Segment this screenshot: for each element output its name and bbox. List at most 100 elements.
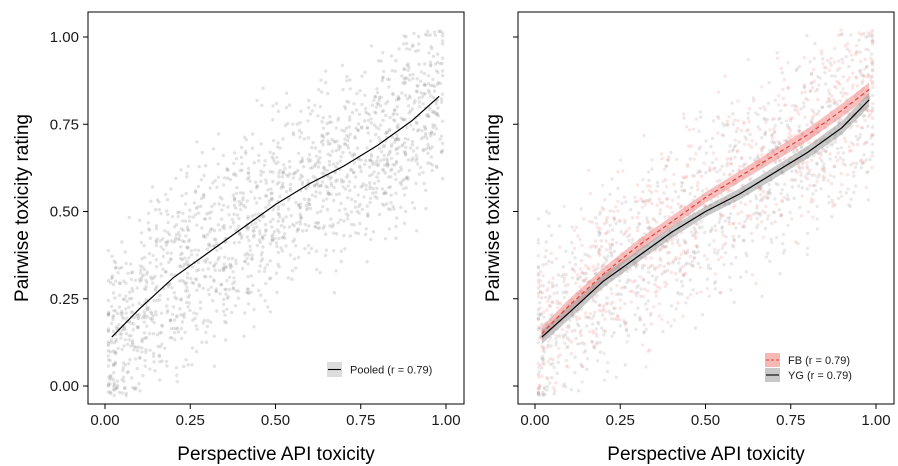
scatter-point xyxy=(380,187,385,191)
scatter-point xyxy=(348,115,352,119)
scatter-point xyxy=(307,224,311,228)
scatter-point xyxy=(633,195,637,200)
scatter-point xyxy=(422,92,426,96)
scatter-point xyxy=(803,115,807,120)
scatter-point xyxy=(815,179,819,184)
scatter-point xyxy=(353,136,357,140)
scatter-point xyxy=(710,160,715,165)
scatter-point xyxy=(255,184,259,188)
right-legend-label-fb: FB (r = 0.79) xyxy=(788,355,850,367)
scatter-point xyxy=(186,227,190,231)
scatter-point xyxy=(439,150,444,154)
scatter-point xyxy=(397,137,401,142)
scatter-point xyxy=(536,265,541,269)
scatter-point xyxy=(841,94,845,98)
scatter-point xyxy=(667,214,671,218)
scatter-point xyxy=(847,145,851,149)
scatter-point xyxy=(133,357,138,361)
scatter-point xyxy=(216,162,220,166)
scatter-point xyxy=(811,215,815,219)
scatter-point xyxy=(300,175,304,179)
scatter-point xyxy=(154,224,159,228)
scatter-point xyxy=(249,290,253,294)
scatter-point xyxy=(862,67,867,71)
scatter-point xyxy=(567,325,571,330)
scatter-point xyxy=(339,178,344,182)
scatter-point xyxy=(252,229,256,233)
scatter-point xyxy=(387,227,392,231)
scatter-point xyxy=(541,354,545,359)
scatter-point xyxy=(175,315,179,319)
scatter-point xyxy=(160,342,164,346)
scatter-point xyxy=(280,184,284,188)
scatter-point xyxy=(833,74,837,78)
scatter-point xyxy=(170,336,174,340)
scatter-point xyxy=(347,100,351,104)
scatter-point xyxy=(733,144,738,148)
scatter-point xyxy=(625,228,629,233)
scatter-point xyxy=(795,105,799,109)
scatter-point xyxy=(415,77,419,81)
scatter-point xyxy=(822,166,827,170)
scatter-point xyxy=(339,259,343,264)
scatter-point xyxy=(585,367,589,372)
scatter-point xyxy=(810,117,815,121)
scatter-point xyxy=(204,260,208,264)
scatter-point xyxy=(760,198,764,202)
scatter-point xyxy=(367,158,372,162)
scatter-point xyxy=(106,390,111,394)
scatter-point xyxy=(800,91,804,95)
scatter-point xyxy=(256,159,261,163)
scatter-point xyxy=(582,351,586,355)
scatter-point xyxy=(869,75,873,80)
scatter-point xyxy=(195,312,199,316)
scatter-point xyxy=(250,222,254,227)
scatter-point xyxy=(402,150,406,154)
scatter-point xyxy=(733,138,737,142)
scatter-point xyxy=(716,90,721,95)
scatter-point xyxy=(166,297,170,301)
scatter-point xyxy=(868,33,872,37)
scatter-point xyxy=(204,340,209,344)
scatter-point xyxy=(734,129,739,134)
scatter-point xyxy=(187,256,191,260)
scatter-point xyxy=(175,314,179,318)
scatter-point xyxy=(641,190,645,194)
scatter-point xyxy=(173,238,178,242)
scatter-point xyxy=(805,172,809,176)
scatter-point xyxy=(272,230,276,234)
scatter-point xyxy=(266,188,270,192)
scatter-point xyxy=(799,173,803,178)
scatter-point xyxy=(322,172,326,176)
scatter-point xyxy=(548,356,552,361)
scatter-point xyxy=(552,365,556,370)
scatter-point xyxy=(174,366,179,370)
scatter-point xyxy=(744,251,748,255)
scatter-point xyxy=(113,309,118,313)
scatter-point xyxy=(806,98,810,102)
scatter-point xyxy=(742,223,746,228)
scatter-point xyxy=(376,155,380,159)
scatter-point xyxy=(106,364,111,368)
scatter-point xyxy=(547,304,551,308)
scatter-point xyxy=(360,74,364,78)
scatter-point xyxy=(315,211,320,215)
scatter-point xyxy=(548,294,552,298)
scatter-point xyxy=(346,196,350,200)
scatter-point xyxy=(665,196,669,201)
scatter-point xyxy=(829,63,834,67)
scatter-point xyxy=(308,166,313,170)
scatter-point xyxy=(352,223,356,227)
scatter-point xyxy=(199,178,203,182)
y-tick-label: 0.25 xyxy=(50,291,79,308)
scatter-point xyxy=(839,171,843,176)
scatter-point xyxy=(140,257,144,261)
scatter-point xyxy=(539,279,543,283)
scatter-point xyxy=(281,202,286,207)
scatter-point xyxy=(610,254,614,258)
scatter-point xyxy=(395,112,399,117)
scatter-point xyxy=(562,295,567,300)
y-tick-label: 0.00 xyxy=(50,378,79,395)
scatter-point xyxy=(327,191,331,196)
